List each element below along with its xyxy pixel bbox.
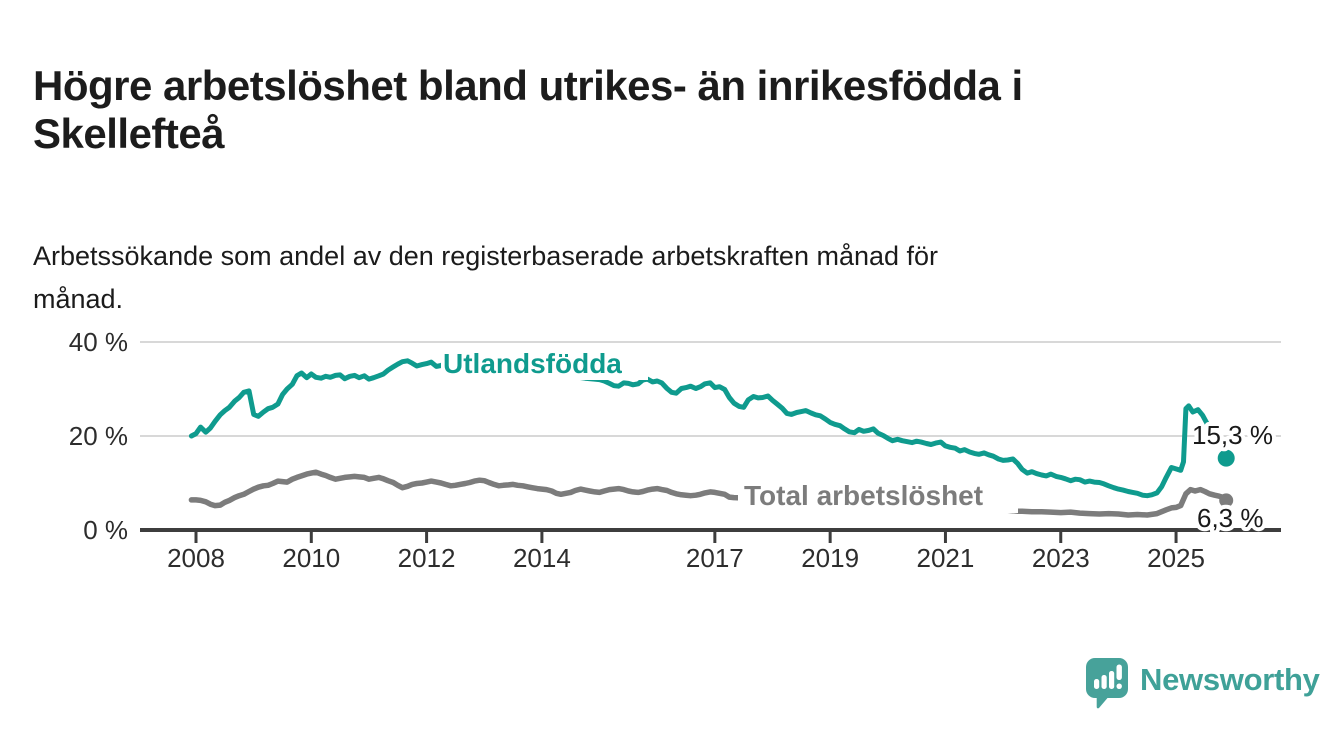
series-line-utlandsfodda: [188, 358, 1210, 499]
x-axis-label-2021: 2021: [917, 543, 975, 573]
chart-subtitle: Arbetssökande som andel av den registerb…: [33, 235, 1233, 321]
series-label-mask-1: [738, 484, 1018, 513]
x-axis-label-2010: 2010: [282, 543, 340, 573]
y-axis-label-0: 0 %: [83, 515, 128, 545]
x-axis-label-2019: 2019: [801, 543, 859, 573]
series-label-utlandsfodda: Utlandsfödda: [443, 348, 622, 379]
page-title-line-2: Skellefteå: [33, 110, 225, 158]
page-title: Högre arbetslöshet bland utrikes- än inr…: [33, 62, 1223, 158]
line-chart: 40 % 20 % 0 % 2008 2010 2012 2014 2017 2019 2021 2…: [69, 327, 1281, 573]
x-axis-label-2023: 2023: [1032, 543, 1090, 573]
y-axis-label-20: 20 %: [69, 421, 128, 451]
y-axis-label-40: 40 %: [69, 327, 128, 357]
x-axis-label-2017: 2017: [686, 543, 744, 573]
x-axis-label-2025: 2025: [1147, 543, 1205, 573]
chart-subtitle-line-1: Arbetssökande som andel av den registerb…: [33, 241, 939, 271]
newsworthy-speech-bubble-bar-chart-icon: [1086, 658, 1128, 709]
newsworthy-logo-text: Newsworthy: [1140, 662, 1320, 697]
x-axis-label-2012: 2012: [398, 543, 456, 573]
newsworthy-logo: Newsworthy: [1085, 657, 1320, 710]
page-title-line-1: Högre arbetslöshet bland utrikes- än inr…: [33, 62, 1023, 110]
series-line-total: [188, 469, 1227, 518]
x-axis-label-2014: 2014: [513, 543, 571, 573]
series-label-total: Total arbetslöshet: [744, 480, 983, 511]
end-dot-utlandsfodda: [1217, 449, 1235, 467]
end-value-label-utlandsfodda: 15,3 %: [1192, 420, 1273, 450]
chart-subtitle-line-2: månad.: [33, 284, 124, 314]
series-label-mask-0: [441, 349, 648, 380]
end-dot-total: [1219, 493, 1234, 508]
x-axis-label-2008: 2008: [167, 543, 225, 573]
end-value-label-total: 6,3 %: [1197, 503, 1264, 533]
